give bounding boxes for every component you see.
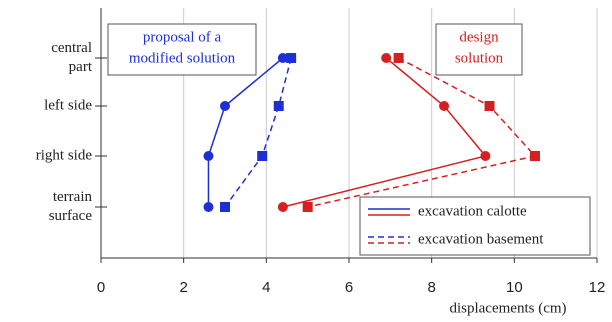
point (220, 202, 230, 212)
annotation-box (107, 23, 257, 76)
x-tick-label: 4 (262, 279, 270, 296)
annotation: solution (455, 50, 504, 66)
x-tick-label: 10 (506, 279, 523, 296)
legend-box (359, 196, 591, 256)
x-tick-label: 2 (179, 279, 187, 296)
point (203, 202, 214, 212)
y-tick-label: right side (36, 147, 93, 163)
legend-label: excavation basement (418, 231, 544, 247)
point (530, 151, 540, 161)
y-tick-label: part (69, 59, 93, 75)
point (257, 151, 268, 161)
x-tick-label: 8 (427, 279, 435, 296)
x-axis-label: displacements (cm) (449, 300, 566, 316)
point (393, 53, 404, 63)
point (277, 53, 288, 63)
legend-label: excavation calotte (418, 203, 527, 219)
y-tick-label: terrain (53, 189, 93, 205)
y-tick-label: left side (44, 97, 92, 113)
point (220, 101, 230, 111)
point (381, 53, 392, 63)
point (286, 53, 297, 63)
point (277, 202, 288, 212)
point (203, 151, 214, 161)
series-line (282, 57, 487, 208)
y-tick-label: surface (49, 208, 93, 224)
series-line (207, 57, 284, 207)
point (480, 151, 491, 161)
x-tick-label: 6 (345, 279, 353, 296)
point (302, 202, 313, 212)
annotation: modified solution (129, 50, 236, 66)
x-tick-label: 12 (589, 279, 606, 296)
point (273, 101, 284, 111)
y-tick-label: central (51, 40, 92, 56)
series-line (307, 57, 537, 208)
x-tick-label: 0 (97, 279, 105, 296)
annotation: design (459, 29, 499, 45)
series-line (224, 57, 292, 208)
point (484, 101, 495, 111)
annotation: proposal of a (143, 29, 222, 45)
point (439, 101, 450, 111)
annotation-box (435, 23, 523, 76)
